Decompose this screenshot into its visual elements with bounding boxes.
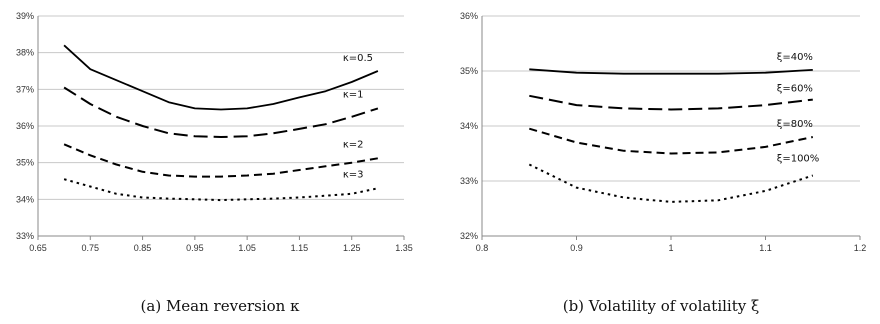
series-label: ξ=100% xyxy=(777,154,820,165)
series-label: κ=2 xyxy=(343,139,364,150)
x-tick-label: 1.2 xyxy=(854,243,867,253)
y-tick-label: 37% xyxy=(16,84,34,94)
series-line xyxy=(529,94,813,111)
y-tick-label: 33% xyxy=(16,231,34,241)
y-tick-label: 34% xyxy=(16,194,34,204)
x-tick-label: 1.25 xyxy=(343,243,361,253)
x-tick-label: 0.85 xyxy=(134,243,152,253)
series-line xyxy=(63,86,379,138)
series-label: κ=3 xyxy=(343,169,364,180)
series-line xyxy=(528,163,814,203)
y-tick-label: 38% xyxy=(16,48,34,58)
y-tick-label: 36% xyxy=(16,121,34,131)
y-tick-label: 39% xyxy=(16,11,34,21)
y-tick-label: 36% xyxy=(460,11,478,21)
series-line xyxy=(63,143,379,178)
series-label: ξ=40% xyxy=(777,52,813,63)
chart-mean-reversion: 33% 34% 35% 36% 37% 38% 39% 0.65 0.75 0.85 0.95 1.0… xyxy=(16,11,413,253)
x-tick-label: 1.1 xyxy=(759,243,772,253)
series-line xyxy=(63,44,379,111)
x-tick-label: 0.75 xyxy=(82,243,100,253)
chart-vol-of-vol: 32% 33% 34% 35% 36% 0.8 0.9 1 1.1 1.2 ξ=40% ξ=60% ξ=… xyxy=(460,11,866,253)
series-label: κ=1 xyxy=(343,89,364,100)
x-tick-label: 1.35 xyxy=(395,243,413,253)
series-label: κ=0.5 xyxy=(343,53,373,64)
series-label: ξ=60% xyxy=(777,84,813,95)
x-tick-label: 0.8 xyxy=(476,243,489,253)
y-tick-label: 35% xyxy=(460,66,478,76)
x-tick-label: 1.05 xyxy=(238,243,256,253)
y-tick-label: 33% xyxy=(460,176,478,186)
x-tick-label: 0.9 xyxy=(570,243,583,253)
series-line xyxy=(529,68,813,75)
x-tick-label: 0.65 xyxy=(29,243,47,253)
caption-vol-of-vol: (b) Volatility of volatility ξ xyxy=(563,297,760,315)
x-tick-label: 1 xyxy=(668,243,673,253)
y-tick-label: 35% xyxy=(16,158,34,168)
y-tick-label: 34% xyxy=(460,121,478,131)
y-tick-label: 32% xyxy=(460,231,478,241)
series-line xyxy=(529,127,814,155)
caption-mean-reversion: (a) Mean reversion κ xyxy=(141,297,301,315)
x-tick-label: 0.95 xyxy=(186,243,204,253)
series-line xyxy=(63,178,379,202)
x-tick-label: 1.15 xyxy=(291,243,309,253)
series-label: ξ=80% xyxy=(777,119,813,130)
